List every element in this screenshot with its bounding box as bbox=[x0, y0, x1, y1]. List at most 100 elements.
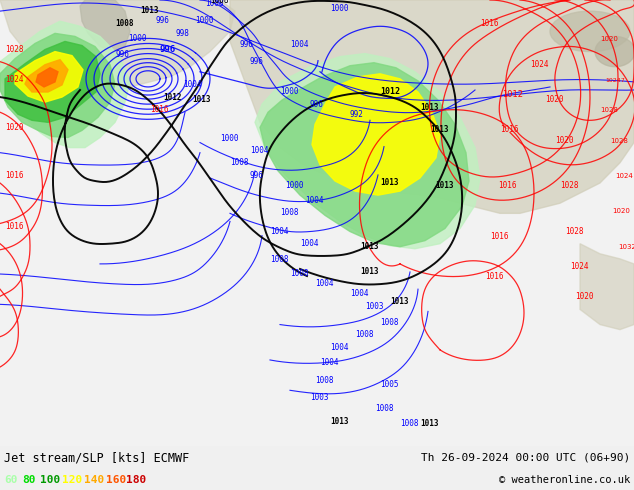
Text: Jet stream/SLP [kts] ECMWF: Jet stream/SLP [kts] ECMWF bbox=[4, 451, 190, 465]
Polygon shape bbox=[230, 0, 634, 213]
Text: 1016: 1016 bbox=[150, 105, 169, 114]
Polygon shape bbox=[36, 68, 58, 87]
Text: 1008: 1008 bbox=[380, 318, 399, 326]
Text: 1016: 1016 bbox=[485, 272, 503, 281]
Text: 1008: 1008 bbox=[355, 330, 373, 339]
Text: 160: 160 bbox=[106, 475, 126, 485]
Text: 1004: 1004 bbox=[330, 343, 349, 352]
Text: 1004: 1004 bbox=[320, 358, 339, 367]
Text: 1016: 1016 bbox=[498, 181, 517, 190]
Text: 1016: 1016 bbox=[5, 171, 23, 180]
Text: 1000: 1000 bbox=[220, 134, 238, 143]
Text: 1028: 1028 bbox=[565, 226, 583, 236]
Text: 1008: 1008 bbox=[290, 269, 309, 278]
Text: 1028: 1028 bbox=[5, 45, 23, 53]
Text: 1020: 1020 bbox=[555, 136, 574, 145]
Text: 1013: 1013 bbox=[330, 416, 349, 426]
Text: 1013: 1013 bbox=[140, 6, 158, 15]
Text: 1020: 1020 bbox=[612, 208, 630, 214]
Text: 1013: 1013 bbox=[430, 125, 448, 134]
Text: 1008: 1008 bbox=[375, 403, 394, 413]
Text: 1016: 1016 bbox=[480, 19, 498, 28]
Text: 1008: 1008 bbox=[270, 255, 288, 264]
Ellipse shape bbox=[595, 36, 634, 67]
Text: 1013: 1013 bbox=[360, 267, 378, 276]
Text: 140: 140 bbox=[84, 475, 104, 485]
Polygon shape bbox=[0, 33, 115, 138]
Text: 1004: 1004 bbox=[290, 40, 309, 49]
Text: 1013: 1013 bbox=[390, 297, 408, 306]
Text: 1032: 1032 bbox=[618, 244, 634, 250]
Text: 998: 998 bbox=[175, 29, 189, 38]
Text: 1003: 1003 bbox=[310, 393, 328, 402]
Text: 1008: 1008 bbox=[210, 0, 228, 5]
Text: 1008: 1008 bbox=[230, 158, 249, 167]
Text: 1000: 1000 bbox=[128, 34, 146, 44]
Text: 1028: 1028 bbox=[610, 138, 628, 144]
Text: 1013: 1013 bbox=[420, 103, 439, 112]
Text: 1016: 1016 bbox=[500, 125, 519, 134]
Text: 100: 100 bbox=[40, 475, 60, 485]
Text: 1020: 1020 bbox=[5, 123, 23, 132]
Text: 1013: 1013 bbox=[360, 242, 378, 251]
Text: 1013: 1013 bbox=[380, 178, 399, 187]
Text: 1024: 1024 bbox=[5, 75, 23, 84]
Text: 1012: 1012 bbox=[502, 90, 523, 99]
Text: 1008: 1008 bbox=[400, 418, 418, 428]
Text: 1008: 1008 bbox=[205, 0, 224, 8]
Text: 80: 80 bbox=[22, 475, 36, 485]
Text: 996: 996 bbox=[115, 49, 129, 59]
Polygon shape bbox=[580, 244, 634, 330]
Polygon shape bbox=[255, 53, 480, 249]
Polygon shape bbox=[0, 0, 235, 92]
Text: 1005: 1005 bbox=[380, 380, 399, 389]
Text: 1000: 1000 bbox=[280, 87, 299, 96]
Polygon shape bbox=[5, 42, 100, 122]
Text: 996: 996 bbox=[240, 40, 254, 49]
Text: 1004: 1004 bbox=[315, 279, 333, 288]
Text: 1013: 1013 bbox=[435, 181, 453, 190]
Text: 1020: 1020 bbox=[575, 293, 593, 301]
Text: 1004: 1004 bbox=[250, 146, 269, 155]
Text: 1028: 1028 bbox=[600, 107, 618, 113]
Text: 1008: 1008 bbox=[280, 208, 299, 218]
Polygon shape bbox=[0, 21, 130, 147]
Text: 10247: 10247 bbox=[605, 78, 624, 83]
Text: 1028: 1028 bbox=[560, 181, 578, 190]
Text: 1020: 1020 bbox=[545, 95, 564, 104]
Text: 1016: 1016 bbox=[5, 221, 23, 230]
Text: 996: 996 bbox=[250, 171, 264, 180]
Text: 60: 60 bbox=[4, 475, 18, 485]
Polygon shape bbox=[15, 51, 83, 102]
Text: 1020: 1020 bbox=[600, 36, 618, 43]
Text: 996: 996 bbox=[250, 57, 264, 66]
Text: 1013: 1013 bbox=[192, 95, 210, 104]
Polygon shape bbox=[80, 0, 130, 51]
Text: 992: 992 bbox=[350, 110, 364, 119]
Text: 996: 996 bbox=[160, 45, 176, 53]
Text: 1000: 1000 bbox=[195, 16, 214, 25]
Text: Th 26-09-2024 00:00 UTC (06+90): Th 26-09-2024 00:00 UTC (06+90) bbox=[421, 453, 630, 463]
Text: 1000: 1000 bbox=[330, 4, 349, 13]
Text: 1004: 1004 bbox=[183, 80, 202, 89]
Text: 180: 180 bbox=[126, 475, 146, 485]
Polygon shape bbox=[312, 74, 440, 195]
Polygon shape bbox=[260, 63, 469, 246]
Text: 1004: 1004 bbox=[270, 226, 288, 236]
Text: 1012: 1012 bbox=[163, 93, 181, 102]
Text: 1016: 1016 bbox=[490, 232, 508, 241]
Text: 996: 996 bbox=[310, 100, 324, 109]
Text: 120: 120 bbox=[62, 475, 82, 485]
Text: 1024: 1024 bbox=[530, 60, 548, 69]
Text: 996: 996 bbox=[155, 16, 169, 25]
Text: 1003: 1003 bbox=[365, 302, 384, 312]
Polygon shape bbox=[25, 60, 68, 92]
Text: 1024: 1024 bbox=[570, 262, 588, 271]
Text: 1004: 1004 bbox=[300, 239, 318, 248]
Text: 1004: 1004 bbox=[350, 289, 368, 298]
Text: 1024: 1024 bbox=[615, 173, 633, 179]
Text: 1000: 1000 bbox=[285, 181, 304, 190]
Text: 1012: 1012 bbox=[380, 87, 400, 96]
Text: 1008: 1008 bbox=[115, 19, 134, 28]
Text: 1008: 1008 bbox=[315, 376, 333, 385]
